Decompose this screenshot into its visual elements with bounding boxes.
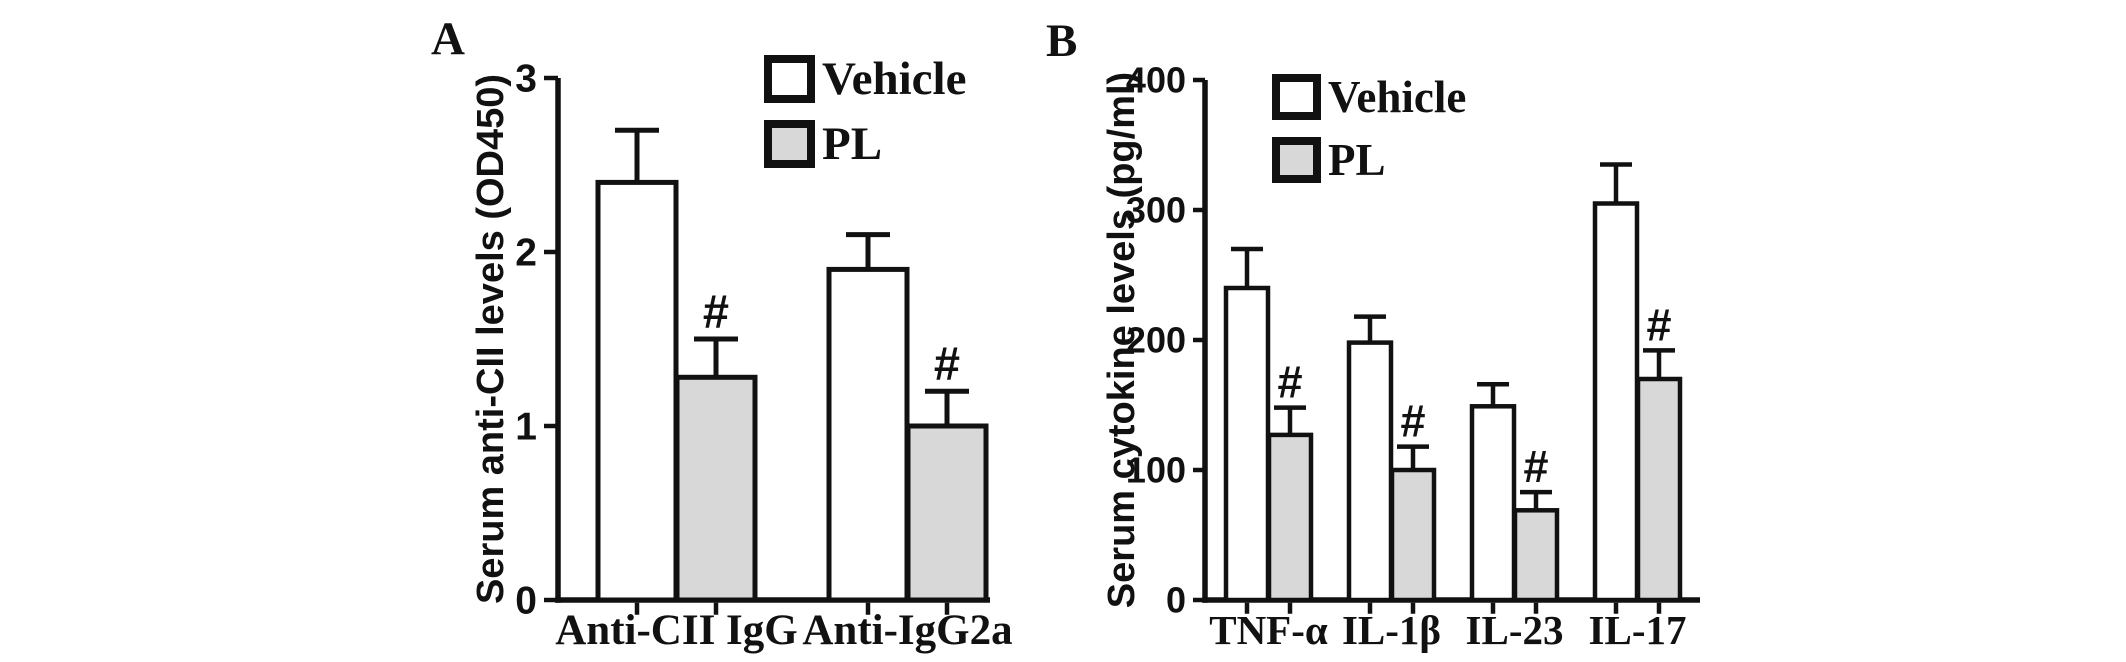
- panel-a-y-axis-title: Serum anti-CII levels (OD450): [470, 73, 512, 605]
- panel-a-legend-item-vehicle: Vehicle: [764, 55, 966, 103]
- panel-a-bar-vehicle-anti-cii-igg: [595, 179, 679, 603]
- panel-b-category-label-tnf: TNF-α: [1209, 607, 1328, 653]
- panel-b-category-label-il-17: IL-17: [1589, 607, 1687, 653]
- panel-b-bar-vehicle-tnf: [1223, 285, 1271, 603]
- vehicle-swatch: [1272, 74, 1321, 120]
- panel-b-significance-marker-il-1: #: [1400, 396, 1425, 447]
- panel-a-y-tick-label: 0: [515, 579, 537, 622]
- panel-b-bar-vehicle-il-23: [1469, 404, 1517, 603]
- panel-a-significance-marker-anti-cii-igg: #: [703, 285, 729, 338]
- panel-b-significance-marker-il-23: #: [1523, 441, 1548, 492]
- panel-b-letter: B: [1046, 15, 1078, 67]
- panel-a-y-tick-label: 2: [515, 231, 537, 274]
- panel-b-bar-vehicle-il-1: [1346, 340, 1394, 603]
- panel-b-plot: 0 100 200 300 400 # TNF-α # IL-1β # IL-23 # IL-17: [1126, 59, 1700, 653]
- panel-b-category-label-il-1: IL-1β: [1342, 607, 1441, 653]
- pl-swatch: [764, 120, 815, 168]
- panel-a-y-tick-label: 3: [515, 57, 537, 100]
- panel-a-bar-pl-anti-igg2a: [905, 423, 989, 603]
- panel-b-y-tick-label: 200: [1126, 319, 1186, 360]
- panel-a-y-tick-label: 1: [515, 405, 537, 448]
- panel-b-y-axis-title: Serum cytokine levels (pg/ml): [1101, 71, 1143, 609]
- panel-b-bar-pl-il-23: [1512, 508, 1560, 603]
- panel-b-significance-marker-tnf: #: [1277, 357, 1302, 408]
- panel-b-y-tick-label: 0: [1166, 579, 1186, 620]
- panel-a-bar-vehicle-anti-igg2a: [826, 266, 910, 603]
- panel-a-bar-pl-anti-cii-igg: [674, 374, 758, 603]
- panel-b-y-tick-label: 100: [1126, 449, 1186, 490]
- panel-b-bar-pl-il-17: [1635, 376, 1683, 603]
- panel-b-legend: Vehicle PL: [1272, 74, 1466, 183]
- panel-a-significance-marker-anti-igg2a: #: [934, 337, 960, 390]
- panel-a-legend: Vehicle PL: [764, 55, 966, 168]
- pl-swatch: [1272, 137, 1321, 183]
- vehicle-swatch: [764, 55, 815, 103]
- panel-b-significance-marker-il-17: #: [1646, 299, 1671, 350]
- panel-b-legend-item-vehicle: Vehicle: [1272, 74, 1466, 120]
- vehicle-legend-label: Vehicle: [822, 52, 967, 105]
- panel-b-bar-vehicle-il-17: [1592, 201, 1640, 603]
- pl-legend-label: PL: [822, 117, 883, 170]
- vehicle-legend-label: Vehicle: [1328, 71, 1467, 122]
- panel-a-category-label-anti-cii-igg: Anti-CII IgG: [555, 607, 798, 654]
- panel-b-bar-pl-tnf: [1266, 432, 1314, 603]
- panel-b-legend-item-pl: PL: [1272, 137, 1466, 183]
- panel-a-plot: 0 1 2 3 # Anti-CII IgG # Anti-IgG2a: [515, 57, 1012, 654]
- panel-a-letter: A: [431, 13, 465, 65]
- panel-a-legend-item-pl: PL: [764, 120, 966, 168]
- panel-b-category-label-il-23: IL-23: [1466, 607, 1564, 653]
- panel-b-bar-pl-il-1: [1389, 467, 1437, 603]
- panel-b-y-tick-label: 300: [1126, 189, 1186, 230]
- panel-a-category-label-anti-igg2a: Anti-IgG2a: [802, 607, 1012, 654]
- panel-b-y-tick-label: 400: [1126, 59, 1186, 100]
- pl-legend-label: PL: [1328, 134, 1386, 185]
